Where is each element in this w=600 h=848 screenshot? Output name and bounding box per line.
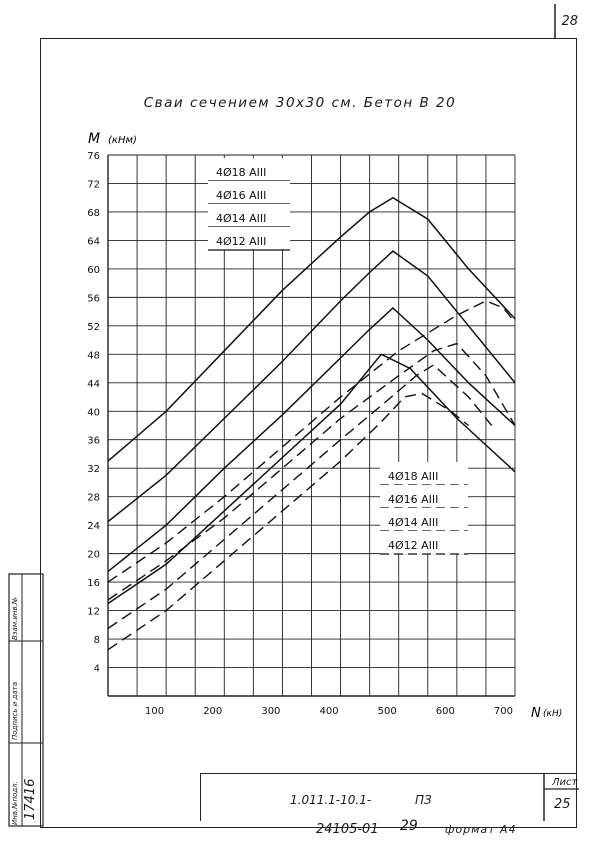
series-line-solid-2 bbox=[107, 306, 516, 572]
legend-bottom: 4Ø18 AIII 4Ø16 AIII 4Ø14 AIII 4Ø12 AIII bbox=[380, 462, 468, 555]
document-code-main: 1.011.1-10.1- bbox=[290, 793, 372, 807]
legend-entry: 4Ø12 AIII bbox=[216, 235, 266, 248]
x-tick-label: 300 bbox=[261, 706, 280, 717]
chart-title: Сваи сечением 30х30 см. Бетон В 20 bbox=[143, 95, 457, 111]
y-axis-label: M bbox=[88, 131, 100, 147]
legend-top: 4Ø18 AIII 4Ø16 AIII 4Ø14 AIII 4Ø12 AIII bbox=[208, 158, 290, 251]
legend-cell bbox=[208, 181, 290, 204]
y-tick-label: 16 bbox=[87, 578, 100, 589]
footer-number: 29 bbox=[400, 818, 418, 834]
page-number: 28 bbox=[561, 14, 578, 29]
footer-code: 24105-01 bbox=[316, 822, 379, 837]
y-tick-label: 8 bbox=[94, 635, 100, 646]
y-tick-label: 56 bbox=[87, 293, 100, 304]
series-line-solid-0 bbox=[107, 196, 516, 462]
legend-entry: 4Ø18 AIII bbox=[388, 470, 438, 483]
legend-entry: 4Ø14 AIII bbox=[388, 516, 438, 529]
document-code: 1.011.1-10.1- ПЗ bbox=[290, 793, 432, 807]
title-block bbox=[200, 773, 577, 821]
x-tick-label: 100 bbox=[145, 706, 164, 717]
stamp-label-sign-date: Подпись и дата bbox=[11, 682, 19, 740]
y-tick-label: 48 bbox=[87, 350, 100, 361]
x-tick-label: 200 bbox=[203, 706, 222, 717]
series-line-dashed-1 bbox=[107, 342, 516, 601]
x-tick-label: 400 bbox=[319, 706, 338, 717]
series-line-dashed-3 bbox=[107, 392, 469, 651]
page-number-divider bbox=[554, 4, 556, 38]
legend-cell bbox=[380, 508, 468, 531]
x-axis-label: N bbox=[531, 706, 541, 721]
y-tick-label: 40 bbox=[87, 407, 100, 418]
legend-entry: 4Ø16 AIII bbox=[216, 189, 266, 202]
legend-entry: 4Ø16 AIII bbox=[388, 493, 438, 506]
series-line-solid-1 bbox=[107, 250, 516, 523]
y-tick-label: 20 bbox=[87, 550, 100, 561]
series-line-solid-3 bbox=[107, 353, 516, 605]
y-tick-label: 52 bbox=[87, 322, 100, 333]
x-tick-label: 700 bbox=[494, 706, 513, 717]
chart-grid bbox=[107, 154, 516, 697]
y-tick-label: 36 bbox=[87, 436, 100, 447]
series-line-dashed-0 bbox=[107, 300, 516, 583]
x-tick-label: 500 bbox=[378, 706, 397, 717]
legend-cell bbox=[380, 485, 468, 508]
legend-cell bbox=[380, 531, 468, 554]
x-axis-unit: (кН) bbox=[543, 709, 562, 719]
y-tick-label: 4 bbox=[94, 664, 100, 675]
y-tick-label: 32 bbox=[87, 464, 100, 475]
y-tick-label: 24 bbox=[87, 521, 100, 532]
legend-cell bbox=[208, 227, 290, 250]
stamp-label-inv-dup: Взам.инв.№ bbox=[11, 596, 19, 640]
y-tick-label: 76 bbox=[87, 151, 100, 162]
sheet-label: Лист bbox=[552, 777, 578, 788]
chart-series bbox=[107, 196, 516, 651]
y-tick-label: 12 bbox=[87, 607, 100, 618]
legend-entry: 4Ø18 AIII bbox=[216, 166, 266, 179]
y-tick-label: 28 bbox=[87, 493, 100, 504]
footer-format: формат А4 bbox=[445, 823, 517, 836]
y-tick-label: 72 bbox=[87, 179, 100, 190]
y-tick-label: 60 bbox=[87, 265, 100, 276]
y-tick-label: 44 bbox=[87, 379, 100, 390]
inventory-number: 17416 bbox=[23, 778, 38, 820]
legend-entry: 4Ø12 AIII bbox=[388, 539, 438, 552]
side-stamp bbox=[8, 573, 44, 827]
legend-cell bbox=[208, 158, 290, 181]
y-axis-unit: (кНм) bbox=[108, 135, 137, 146]
legend-cell bbox=[208, 204, 290, 227]
document-code-suffix: ПЗ bbox=[415, 793, 432, 807]
sheet-number: 25 bbox=[554, 797, 571, 812]
stamp-label-inv-orig: Инв.№подл. bbox=[11, 781, 19, 825]
legend-entry: 4Ø14 AIII bbox=[216, 212, 266, 225]
y-tick-label: 68 bbox=[87, 208, 100, 219]
x-tick-label: 600 bbox=[436, 706, 455, 717]
drawing-frame bbox=[40, 38, 577, 828]
y-tick-label: 64 bbox=[87, 236, 100, 247]
series-line-dashed-2 bbox=[107, 364, 493, 629]
title-block-sheet-cell bbox=[543, 773, 579, 821]
legend-cell bbox=[380, 462, 468, 485]
